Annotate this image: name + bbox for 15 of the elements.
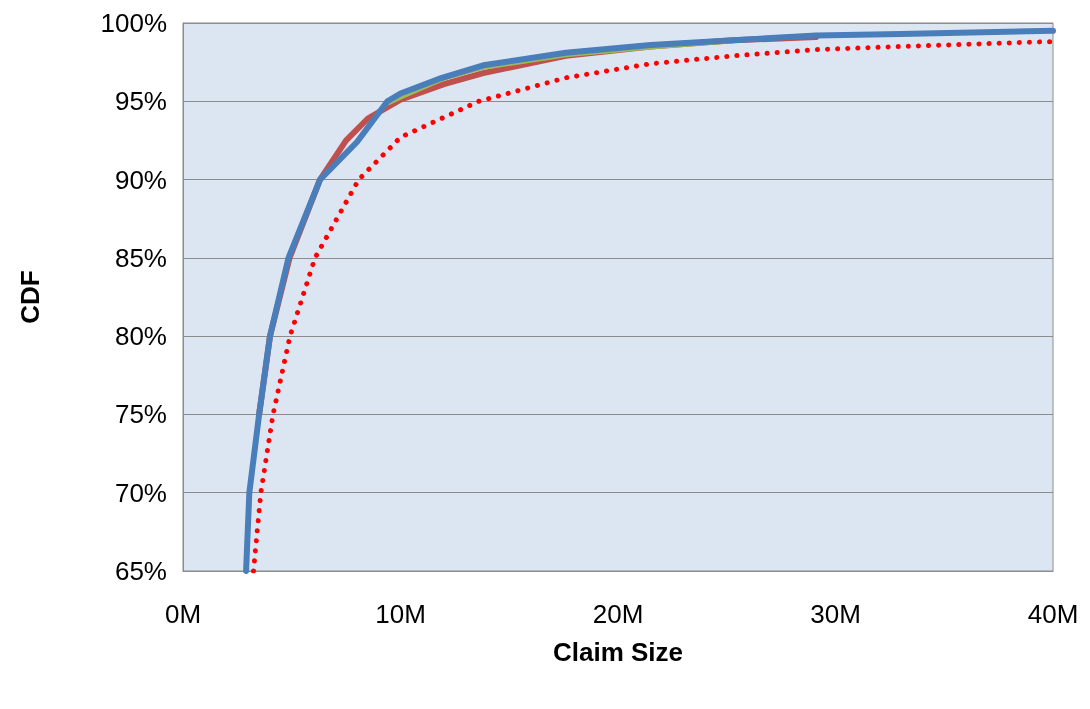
y-axis-title: CDF [15,270,45,324]
y-tick-label: 85% [114,242,167,273]
y-tick-label: 95% [114,86,167,117]
x-tick-label: 0M [164,599,202,629]
x-tick-label: 30M [810,599,861,629]
y-tick-label: 90% [114,164,167,195]
y-tick-label: 75% [114,399,167,430]
x-tick-label: 10M [375,599,426,629]
x-tick-label: 40M [1027,599,1079,629]
x-axis-title: Claim Size [552,637,684,667]
y-tick-label: 100% [100,8,167,38]
y-tick-label: 80% [114,321,167,352]
y-tick-label: 70% [114,477,167,508]
y-tick-label: 65% [114,556,167,586]
x-tick-label: 20M [592,599,644,629]
